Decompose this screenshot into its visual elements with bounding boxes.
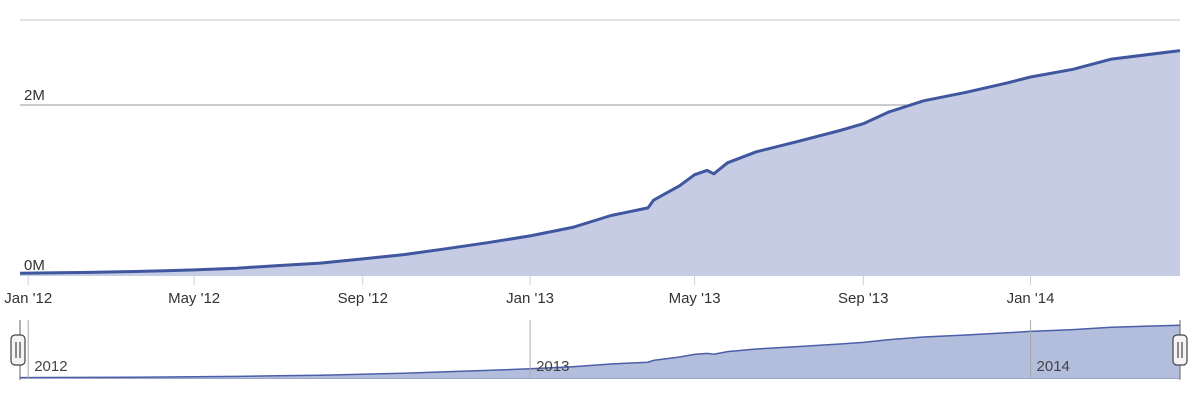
navigator-year-label: 2013 [536, 358, 569, 375]
navigator-year-label: 2012 [34, 358, 67, 375]
series-line [19, 49, 1181, 275]
navigator-right-handle[interactable] [1172, 334, 1188, 366]
x-tick-label: Jan '12 [4, 290, 52, 307]
navigator-line [19, 324, 1181, 379]
main-plot [19, 49, 1181, 275]
x-tick-label: May '12 [168, 290, 220, 307]
navigator-left-handle[interactable] [10, 334, 26, 366]
x-tick-label: Sep '13 [838, 290, 888, 307]
y-tick-label: 2M [24, 87, 45, 104]
navigator-year-label: 2014 [1037, 358, 1070, 375]
x-tick-label: Jan '14 [1007, 290, 1055, 307]
handle-body[interactable] [10, 334, 26, 366]
series-area [20, 50, 1180, 275]
y-tick-label: 0M [24, 257, 45, 274]
y-axis: 0M 2M [24, 87, 45, 274]
handle-body[interactable] [1172, 334, 1188, 366]
x-tick-label: Jan '13 [506, 290, 554, 307]
x-axis: Jan '12 May '12 Sep '12 Jan '13 May '13 Sep '… [4, 275, 1180, 307]
x-tick-label: May '13 [669, 290, 721, 307]
x-tick-label: Sep '12 [338, 290, 388, 307]
navigator-area [20, 325, 1180, 378]
navigator[interactable]: 2012 2013 2014 [10, 320, 1188, 380]
